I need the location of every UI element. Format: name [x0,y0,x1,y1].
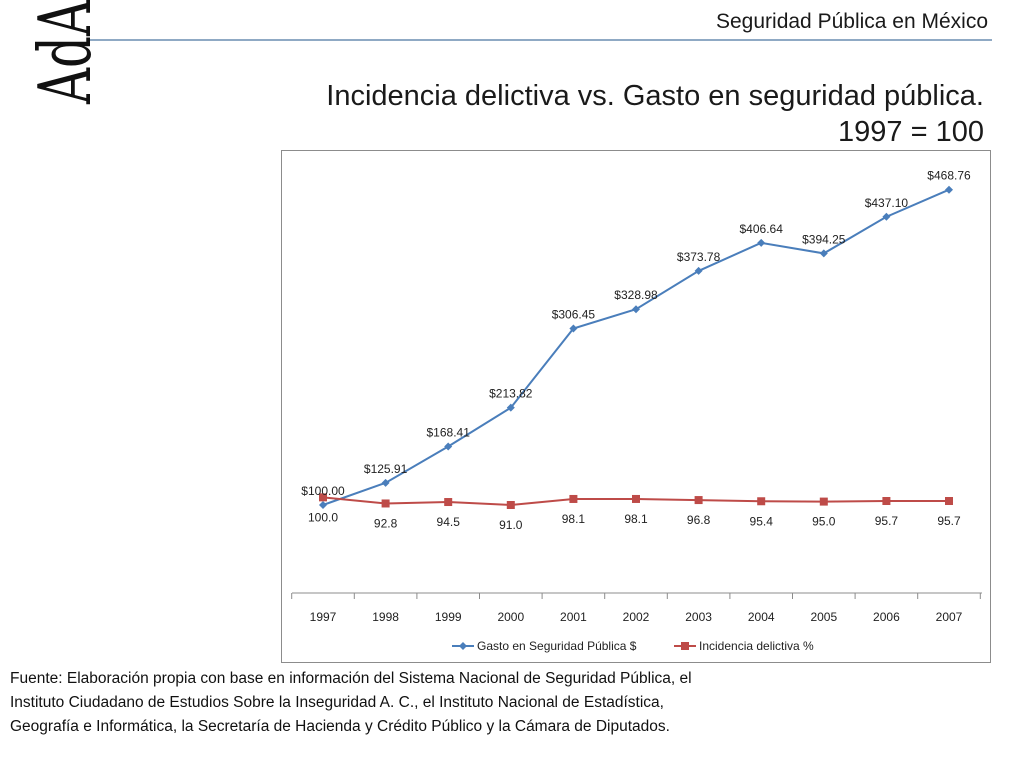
x-tick-label: 1998 [372,610,399,624]
gasto-data-label: $213.82 [489,387,533,401]
legend-label-gasto: Gasto en Seguridad Pública $ [477,639,637,653]
gasto-point [632,305,640,314]
x-tick-label: 1999 [435,610,462,624]
legend-marker-diamond [459,642,467,650]
slide-title: Incidencia delictiva vs. Gasto en seguri… [326,78,984,150]
incidencia-point [819,497,828,506]
gasto-data-label: $373.78 [677,250,721,264]
gasto-data-label: $100.00 [301,484,345,498]
incidencia-point [319,493,327,502]
x-tick-label: 1997 [310,610,337,624]
incidencia-point [381,499,390,508]
slide-title-line1: Incidencia delictiva vs. Gasto en seguri… [326,80,984,112]
gasto-point [757,238,766,247]
incidencia-data-label: 98.1 [624,512,648,526]
incidencia-data-label: 98.1 [562,512,586,526]
ada-logo-text: AdA [23,0,100,105]
ada-logo: AdA [20,0,100,110]
incidencia-data-label: 94.5 [437,515,461,529]
incidencia-point [632,494,640,503]
x-tick-label: 2006 [873,610,900,624]
incidencia-point [506,501,515,509]
gasto-data-label: $394.25 [802,232,846,246]
x-tick-label: 2000 [497,610,524,624]
incidencia-point [694,496,703,505]
x-tick-label: 2004 [748,610,775,624]
source-note: Fuente: Elaboración propia con base en i… [10,670,692,735]
gasto-point [444,442,453,451]
header-title: Seguridad Pública en México [716,10,988,33]
x-tick-label: 2002 [623,610,650,624]
series-line-gasto [322,188,950,506]
incidencia-data-label: 100.0 [308,510,338,524]
ada-logo-graphic: AdA [23,0,100,105]
legend-label-incidencia: Incidencia delictiva % [699,639,814,653]
gasto-point [819,249,828,258]
x-tick-label: 2003 [685,610,712,624]
incidencia-data-label: 95.4 [750,514,774,528]
incidencia-point [444,498,453,507]
gasto-point [319,501,327,509]
incidencia-point [882,497,891,506]
gasto-point [569,324,578,333]
gasto-data-label: $125.91 [364,462,408,476]
incidencia-data-label: 91.0 [499,518,523,532]
incidencia-data-label: 95.0 [812,515,836,529]
x-tick-label: 2005 [810,610,837,624]
gasto-point [694,266,703,275]
incidencia-data-label: 95.7 [875,514,899,528]
chart-canvas: 1997 1998 1999 2000 2001 2002 2003 2004 2005 2006… [291,169,982,653]
gasto-data-label: $168.41 [427,426,471,440]
gasto-point [381,478,390,487]
gasto-data-label: $437.10 [865,196,909,210]
incidencia-data-label: 95.7 [937,514,961,528]
slide-title-line2: 1997 = 100 [838,116,984,148]
gasto-point [945,185,953,194]
gasto-data-label: $328.98 [614,288,658,302]
gasto-point [506,403,515,412]
gasto-data-label: $306.45 [552,307,596,321]
incidencia-data-label: 92.8 [374,516,398,530]
gasto-data-label: $406.64 [740,222,784,236]
gasto-point [882,212,891,221]
x-tick-label: 2001 [560,610,587,624]
line-chart: 1997 1998 1999 2000 2001 2002 2003 2004 2005 2006… [281,150,991,663]
incidencia-point [757,497,766,506]
incidencia-point [945,497,953,506]
incidencia-data-label: 96.8 [687,513,711,527]
header-divider [90,39,992,41]
x-tick-label: 2007 [936,610,963,624]
legend-marker-square [681,642,689,650]
incidencia-point [569,494,578,503]
gasto-data-label: $468.76 [927,169,971,183]
